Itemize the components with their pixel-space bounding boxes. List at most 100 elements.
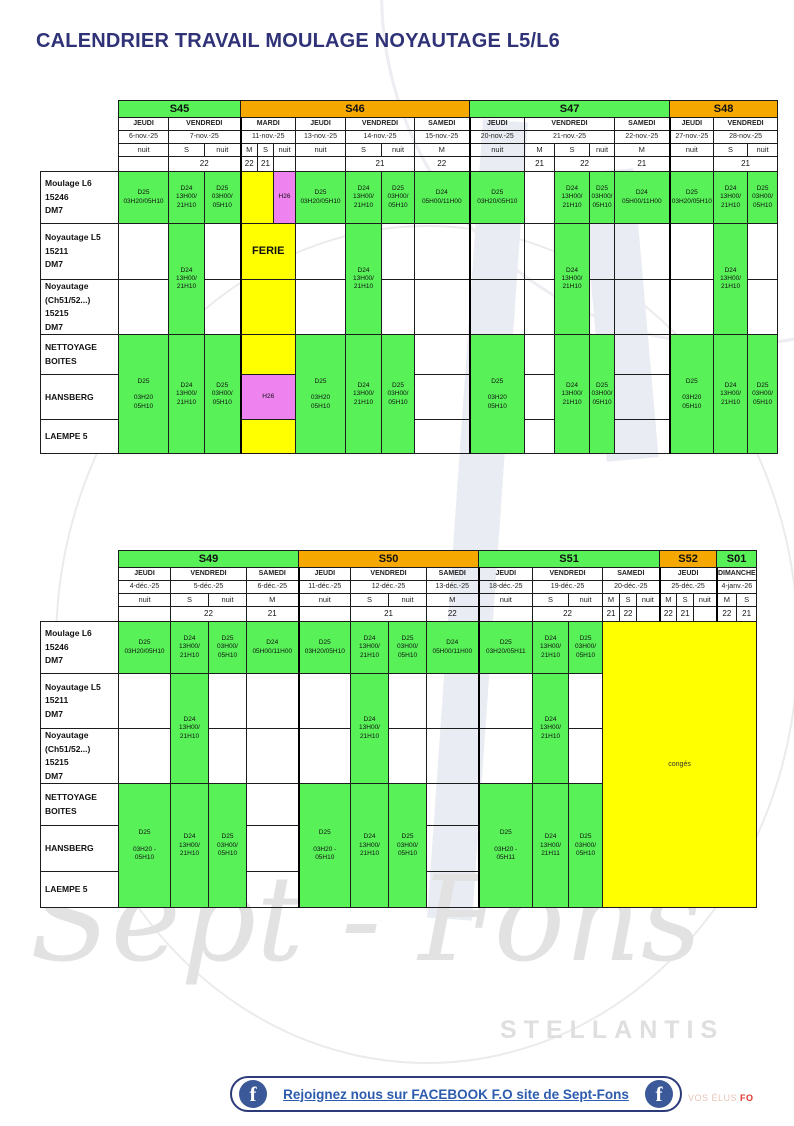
fo-text: FO — [740, 1093, 754, 1103]
line-label: Noyautage (Ch51/52...) 15215 DM7 — [40, 727, 119, 785]
shift-header: S — [350, 593, 390, 607]
empty-cell — [413, 278, 471, 336]
shift-header: nuit — [295, 143, 346, 157]
line-label: Moulage L6 15246 DM7 — [40, 171, 119, 224]
shift-cell: D25 03H00/05H10 — [589, 171, 616, 224]
shift-cell: D25 03H20/05H10 — [118, 621, 171, 674]
shift-cell: D25 03H20/05H11 — [477, 621, 534, 674]
facebook-banner[interactable]: f Rejoignez nous sur FACEBOOK F.O site d… — [230, 1076, 682, 1112]
empty-cell — [208, 727, 247, 785]
shift-header: nuit — [468, 143, 526, 157]
h26-cell: H26 — [273, 171, 296, 224]
shift-header: S — [532, 593, 570, 607]
shift-cell: D24 05H00/11H00 — [614, 171, 671, 224]
shift-table-s49-s01: S49 S50 S51 S52 S01 JEUDI VENDREDI SAMEDI JEUDI V… — [40, 550, 758, 909]
shift-cell: D25 03H20 05H10 — [118, 334, 169, 455]
shift-cell: D24 13H00/21H10 — [350, 621, 390, 674]
facebook-link[interactable]: Rejoignez nous sur FACEBOOK F.O site de … — [283, 1086, 629, 1102]
day-header: VENDREDI — [345, 117, 415, 131]
shift-header: nuit — [568, 593, 604, 607]
spacer-cell — [41, 607, 119, 622]
shift-header: M — [413, 143, 471, 157]
facebook-icon[interactable]: f — [644, 1080, 673, 1108]
shift-cell: D24 13H00/21H10 — [168, 171, 205, 224]
staffing-count — [118, 156, 169, 172]
empty-cell — [589, 223, 616, 280]
shift-cell: D25 03H20/05H10 — [295, 171, 346, 224]
staffing-count: 22 — [413, 156, 471, 172]
date-header: 20-déc.-25 — [602, 580, 661, 594]
empty-cell — [477, 673, 534, 729]
week-header-s48: S48 — [669, 100, 779, 118]
shift-header: M — [658, 593, 678, 607]
day-header: SAMEDI — [602, 567, 661, 581]
day-header: VENDREDI — [350, 567, 428, 581]
facebook-icon[interactable]: f — [239, 1080, 267, 1108]
shift-header: nuit — [477, 593, 534, 607]
day-header: VENDREDI — [170, 567, 247, 581]
empty-cell — [524, 223, 556, 280]
shift-cell: D25 03H00/05H10 — [381, 171, 415, 224]
shift-cell: D24 13H00/21H10 — [350, 783, 390, 909]
empty-cell — [245, 673, 300, 729]
line-label: LAEMPE 5 — [40, 419, 119, 455]
spacer-cell — [41, 131, 119, 144]
shift-cell: D25 03H00/05H10 — [204, 171, 241, 224]
shift-header: nuit — [747, 143, 779, 157]
shift-cell: D24 05H00/11H00 — [413, 171, 471, 224]
empty-cell — [524, 334, 556, 376]
empty-cell — [413, 419, 471, 455]
staffing-count — [297, 606, 352, 622]
empty-cell — [297, 727, 352, 785]
shift-cell: D25 03H20 05H10 — [668, 334, 715, 455]
date-header: 22-nov.-25 — [614, 130, 671, 144]
day-header: VENDREDI — [524, 117, 616, 131]
shift-header: M — [602, 593, 621, 607]
staffing-count: 22 — [658, 606, 678, 622]
empty-cell — [614, 374, 671, 421]
shift-header: nuit — [589, 143, 616, 157]
day-header: SAMEDI — [426, 567, 480, 581]
empty-cell — [245, 783, 300, 827]
staffing-count — [477, 606, 534, 622]
page-title: CALENDRIER TRAVAIL MOULAGE NOYAUTAGE L5/… — [36, 30, 560, 52]
empty-cell — [524, 374, 556, 421]
empty-cell — [568, 673, 604, 729]
shift-cell: D25 03H20/05H10 — [668, 171, 715, 224]
shift-cell: D25 03H20/05H10 — [297, 621, 352, 674]
date-header: 27-nov.-25 — [668, 130, 715, 144]
date-header: 11-nov.-25 — [239, 130, 296, 144]
holiday-cell — [239, 171, 274, 224]
spacer-cell — [41, 551, 119, 568]
shift-cell: D25 03H20 -05H11 — [477, 783, 534, 909]
day-header: VENDREDI — [532, 567, 604, 581]
date-header: 6-déc.-25 — [245, 580, 300, 594]
ferie-cell: FERIE — [239, 223, 296, 280]
empty-cell — [245, 825, 300, 873]
empty-cell — [426, 783, 480, 827]
shift-cell: D25 03H00/05H10 — [568, 621, 604, 674]
shift-cell: D24 13H00/21H10 — [345, 222, 382, 336]
shift-header: S — [713, 143, 749, 157]
empty-cell — [245, 727, 300, 785]
staffing-count: 22 — [426, 606, 480, 622]
shift-header: S — [345, 143, 382, 157]
empty-cell — [468, 223, 526, 280]
day-header: JEUDI — [118, 567, 171, 581]
date-header: 4-déc.-25 — [118, 580, 171, 594]
empty-cell — [204, 223, 241, 280]
empty-cell — [426, 871, 480, 909]
staffing-count — [273, 156, 296, 172]
empty-cell — [426, 673, 480, 729]
h26-cell: H26 — [239, 374, 296, 421]
empty-cell — [426, 727, 480, 785]
week-header-s51: S51 — [478, 550, 661, 568]
shift-cell: D24 13H00/21H10 — [168, 222, 205, 336]
shift-cell: D24 13H00/21H10 — [554, 334, 591, 455]
shift-header: nuit — [381, 143, 415, 157]
staffing-count: 21 — [245, 606, 300, 622]
empty-cell — [388, 673, 428, 729]
shift-cell: D24 13H00/21H10 — [350, 672, 390, 785]
spacer-cell — [41, 101, 119, 118]
shift-cell: D25 03H00/05H10 — [589, 334, 616, 455]
